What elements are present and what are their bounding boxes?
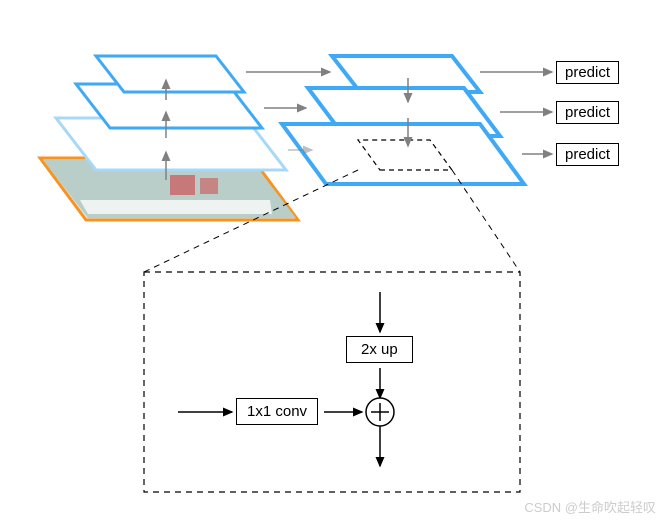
fpn-diagram: predict predict predict 2x up 1x1 conv C… xyxy=(0,0,672,526)
detail-box xyxy=(144,272,520,492)
left-layer-4 xyxy=(96,56,244,92)
conv-box: 1x1 conv xyxy=(236,398,318,425)
predict-box-2: predict xyxy=(556,101,619,124)
predict-box-1: predict xyxy=(556,61,619,84)
predict-box-3: predict xyxy=(556,143,619,166)
upsample-box: 2x up xyxy=(346,336,413,363)
right-layer-3 xyxy=(282,124,524,184)
watermark: CSDN @生命吹起轻叹 xyxy=(524,497,656,516)
